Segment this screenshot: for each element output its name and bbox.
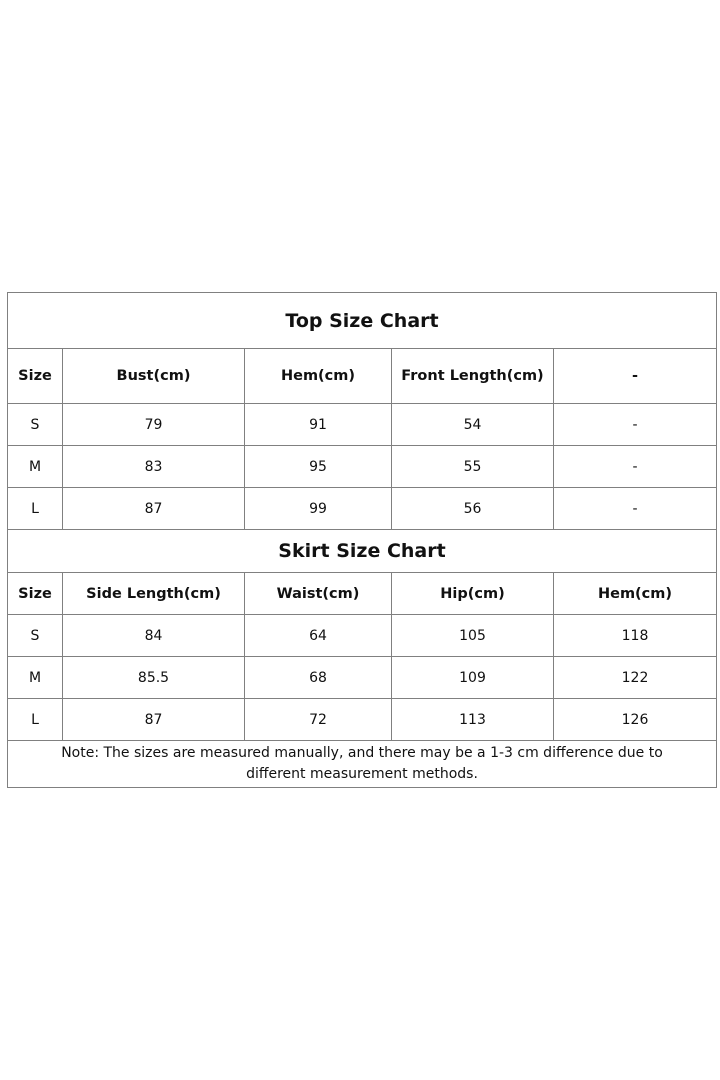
table-cell: 105: [391, 614, 554, 657]
table-cell: M: [7, 445, 63, 488]
table-cell: 54: [391, 403, 554, 446]
table-cell: 91: [244, 403, 392, 446]
table-cell: S: [7, 403, 63, 446]
table-row: M 83 95 55-: [7, 445, 717, 488]
table-cell: 72: [244, 698, 392, 741]
table-cell: L: [7, 698, 63, 741]
table-row: L 87 99 56-: [7, 487, 717, 530]
chart-title-row: Top Size Chart: [7, 292, 717, 349]
table-cell: 87: [62, 698, 245, 741]
table-cell: 83: [62, 445, 245, 488]
note-text: Note: The sizes are measured manually, a…: [7, 740, 717, 788]
table-cell: 95: [244, 445, 392, 488]
column-header: Bust(cm): [62, 348, 245, 404]
column-header: Hem(cm): [553, 572, 717, 615]
column-header: Size: [7, 572, 63, 615]
table-cell: 87: [62, 487, 245, 530]
column-header: -: [553, 348, 717, 404]
table-cell: 84: [62, 614, 245, 657]
table-cell: -: [553, 445, 717, 488]
table-cell: 109: [391, 656, 554, 699]
chart-title: Top Size Chart: [7, 292, 717, 349]
table-cell: L: [7, 487, 63, 530]
column-header: Waist(cm): [244, 572, 392, 615]
column-header: Hem(cm): [244, 348, 392, 404]
table-cell: 113: [391, 698, 554, 741]
table-cell: 64: [244, 614, 392, 657]
table-cell: 122: [553, 656, 717, 699]
table-cell: S: [7, 614, 63, 657]
chart-title-row: Skirt Size Chart: [7, 529, 717, 573]
table-cell: 99: [244, 487, 392, 530]
column-header: Hip(cm): [391, 572, 554, 615]
column-header: Size: [7, 348, 63, 404]
chart-title: Skirt Size Chart: [7, 529, 717, 573]
table-row: S 84 64 105 118: [7, 614, 717, 657]
column-header: Front Length(cm): [391, 348, 554, 404]
table-cell: 126: [553, 698, 717, 741]
table-cell: 55: [391, 445, 554, 488]
table-cell: 85.5: [62, 656, 245, 699]
table-cell: M: [7, 656, 63, 699]
table-row: S 79 91 54-: [7, 403, 717, 446]
table-cell: -: [553, 487, 717, 530]
note-row: Note: The sizes are measured manually, a…: [7, 740, 717, 788]
table-cell: -: [553, 403, 717, 446]
column-header: Side Length(cm): [62, 572, 245, 615]
header-row: Size Bust(cm) Hem(cm) Front Length(cm) -: [7, 348, 717, 404]
table-cell: 56: [391, 487, 554, 530]
table-cell: 79: [62, 403, 245, 446]
header-row: Size Side Length(cm) Waist(cm) Hip(cm) Hem(c…: [7, 572, 717, 615]
size-chart-table: Top Size Chart Size Bust(cm) Hem(cm) Front L…: [7, 292, 717, 788]
table-cell: 68: [244, 656, 392, 699]
table-row: M 85.5 68 109 122: [7, 656, 717, 699]
table-cell: 118: [553, 614, 717, 657]
table-row: L 87 72 113 126: [7, 698, 717, 741]
